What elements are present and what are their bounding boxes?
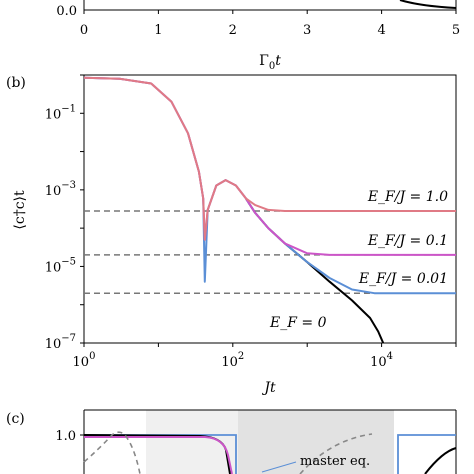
series-labels: E_F/J = 1.0 E_F/J = 0.1 E_F/J = 0.01 E_F = … xyxy=(269,189,448,331)
annotation-pointer xyxy=(261,461,297,473)
shaded-region-left xyxy=(146,410,238,474)
panel-b-frame xyxy=(83,74,457,344)
panel-a-x-ticks: 0 1 2 3 4 5 xyxy=(80,10,460,38)
series-label: E_F = 0 xyxy=(269,315,327,331)
series-label: E_F/J = 0.01 xyxy=(358,271,448,287)
panel-c-dashed-right xyxy=(299,433,373,474)
panel-c-dashed-left xyxy=(83,431,141,474)
y-tick-label: 10−1 xyxy=(45,103,76,122)
shaded-region-right xyxy=(238,410,394,474)
panel-a: 0.0 0 1 2 3 4 5 Γ0t xyxy=(56,0,460,72)
panel-a-x-tick-label: 5 xyxy=(452,23,460,38)
panel-a-y-tick-label: 0.0 xyxy=(56,4,77,19)
panel-a-x-tick-label: 3 xyxy=(303,23,311,38)
y-tick-label: 10−7 xyxy=(45,333,76,352)
panel-c-tag: (c) xyxy=(6,411,25,427)
x-tick-label: 102 xyxy=(221,351,244,370)
y-axis-label: ⟨c†c⟩t xyxy=(12,190,28,230)
x-axis-label: Jt xyxy=(261,380,276,396)
y-tick-label: 10−3 xyxy=(45,180,76,199)
panel-a-x-tick-label: 2 xyxy=(229,23,237,38)
x-ticks: 100 102 104 xyxy=(73,343,457,370)
panel-c-pink-line xyxy=(84,436,233,474)
panel-a-x-tick-label: 1 xyxy=(154,23,162,38)
y-ticks: 10−1 10−3 10−5 10−7 xyxy=(45,74,84,352)
series-label: E_F/J = 0.1 xyxy=(367,233,448,249)
panel-a-x-label: Γ0t xyxy=(259,53,281,72)
x-tick-label: 100 xyxy=(73,351,96,370)
panel-a-x-tick-label: 0 xyxy=(80,23,88,38)
panel-b: (b) 10−1 10−3 10−5 10−7 100 102 104 ⟨c†c⟩t Jt… xyxy=(6,74,457,396)
panel-c-y-tick-label: 1.0 xyxy=(55,429,76,444)
panel-c-black-curve-right xyxy=(424,447,457,474)
panel-a-x-tick-label: 4 xyxy=(377,23,385,38)
series-line xyxy=(83,76,456,295)
series-lines xyxy=(83,76,456,344)
series-label: E_F/J = 1.0 xyxy=(367,189,448,205)
panel-b-tag: (b) xyxy=(6,75,26,91)
panel-c: (c) 1.0 master eq. xyxy=(6,409,457,474)
y-tick-label: 10−5 xyxy=(45,256,76,275)
annotation-master-eq: master eq. xyxy=(300,454,370,469)
x-tick-label: 104 xyxy=(370,351,393,370)
panel-a-curve xyxy=(399,0,457,9)
series-line xyxy=(83,76,456,241)
series-line xyxy=(83,76,456,256)
